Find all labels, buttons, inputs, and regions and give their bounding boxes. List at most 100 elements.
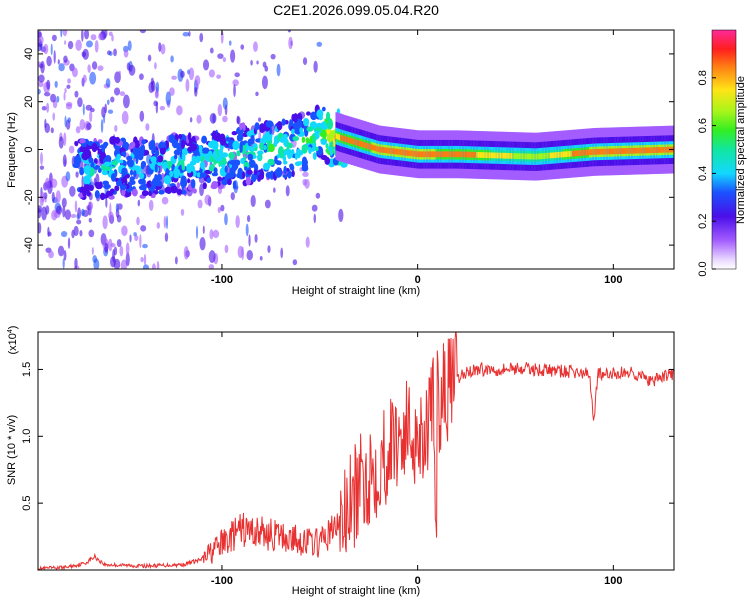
- spectrogram-line-mark: [430, 151, 434, 158]
- spectrogram-band-mark: [284, 140, 288, 147]
- spectrogram-noise-mark: [74, 257, 78, 269]
- spectrogram-line-mark: [578, 150, 581, 157]
- spectrogram-noise-mark: [252, 41, 258, 52]
- spectrogram-line-mark: [598, 148, 601, 155]
- spectrogram-line-mark: [661, 147, 664, 153]
- spectrogram-line-mark: [574, 150, 578, 157]
- spectrogram-noise-mark: [103, 114, 106, 124]
- spectrogram-noise-mark: [57, 59, 60, 65]
- figure-title: C2E1.2026.099.05.04.R20: [273, 2, 439, 18]
- spectrogram-noise-mark: [139, 110, 145, 122]
- spectrogram-line-mark: [401, 149, 404, 156]
- spectrogram-band-mark: [136, 146, 145, 157]
- snr-frame: [37, 331, 675, 571]
- spectrogram-noise-mark: [118, 70, 121, 77]
- spectrogram-band-mark: [119, 184, 127, 191]
- spectrogram-noise-mark: [86, 122, 92, 130]
- spectrogram-noise-mark: [63, 92, 66, 101]
- spectrogram-line-mark: [485, 152, 488, 159]
- spectrogram-band-mark: [129, 176, 136, 181]
- spectrogram-band-mark: [312, 152, 317, 160]
- spectrogram-band-mark: [305, 137, 310, 144]
- spectrogram-line-mark: [576, 150, 579, 157]
- spectrogram-line-mark: [515, 153, 518, 159]
- spectrogram-noise-mark: [110, 243, 116, 248]
- spectrogram-noise-mark: [60, 30, 63, 38]
- spectrogram-band-mark: [274, 168, 283, 178]
- spectrogram-noise-mark: [267, 245, 271, 253]
- spectrogram-band-mark: [114, 185, 120, 192]
- spectrogram-band-mark: [94, 181, 100, 187]
- spectrogram-noise-mark: [209, 229, 214, 240]
- spectrogram-band-mark: [106, 190, 110, 195]
- spectrogram-line-mark: [629, 147, 632, 154]
- spectrogram-noise-mark: [87, 64, 91, 73]
- spectrogram-noise-mark: [75, 39, 82, 51]
- spectrogram-band-mark: [246, 169, 253, 175]
- spectrogram-line-mark: [517, 153, 520, 159]
- spectrogram-band-mark: [163, 175, 172, 185]
- spectrogram-line-mark: [358, 140, 362, 147]
- spectrogram-band-mark: [305, 111, 311, 116]
- spectrogram-noise-mark: [110, 96, 115, 103]
- spectrogram-noise-mark: [108, 31, 113, 37]
- spectrogram-band-mark: [140, 160, 147, 168]
- spectrogram-noise-mark: [255, 91, 259, 97]
- spectrogram-line-mark: [468, 151, 471, 158]
- spectrogram-noise-mark: [56, 95, 60, 103]
- spectrogram-x-axis-label: Height of straight line (km): [292, 285, 420, 297]
- colorbar-ticks: 0.0 0.2 0.4 0.6 0.8: [697, 70, 716, 277]
- spectrogram-noise-mark: [228, 40, 232, 46]
- spectrogram-noise-mark: [222, 115, 228, 123]
- spectrogram-band-mark: [141, 190, 149, 197]
- spectrogram-noise-mark: [68, 145, 75, 154]
- spectrogram-line-mark: [498, 152, 501, 159]
- spectrogram-line-mark: [507, 152, 510, 159]
- spectrogram-line-mark: [419, 151, 423, 158]
- spectrogram-line-mark: [387, 147, 390, 154]
- spectrogram-line-mark: [534, 153, 537, 160]
- spectrogram-noise-mark: [185, 78, 190, 92]
- spectrogram-noise-mark: [76, 219, 82, 225]
- spectrogram-noise-mark: [338, 208, 344, 223]
- spectrogram-line-mark: [593, 149, 596, 155]
- spectrogram-line-mark: [667, 146, 670, 153]
- spectrogram-noise-mark: [38, 205, 43, 213]
- spectrogram-band-mark: [258, 173, 265, 180]
- spectrogram-noise-mark: [148, 199, 154, 211]
- spectrogram-line-mark: [466, 151, 470, 158]
- spectrogram-y-tick-label: -40: [23, 237, 35, 253]
- spectrogram-band-mark: [212, 150, 218, 159]
- spectrogram-band-mark: [110, 173, 117, 182]
- spectrogram-line-mark: [412, 150, 415, 157]
- spectrogram-line-mark: [446, 151, 449, 158]
- spectrogram-line-mark: [531, 153, 534, 160]
- spectrogram-noise-mark: [127, 40, 132, 51]
- spectrogram-band-mark: [250, 134, 255, 145]
- spectrogram-noise-mark: [313, 60, 318, 73]
- spectrogram-line-mark: [614, 148, 617, 155]
- spectrogram-noise-mark: [108, 238, 113, 252]
- spectrogram-noise-mark: [139, 30, 147, 34]
- spectrogram-line-mark: [604, 148, 607, 155]
- spectrogram-band-mark: [81, 152, 87, 160]
- spectrogram-band-mark: [111, 159, 119, 166]
- spectrogram-band-mark: [142, 149, 150, 156]
- spectrogram-noise-mark: [256, 60, 259, 65]
- spectrogram-noise-mark: [169, 87, 175, 96]
- spectrogram-band-mark: [93, 158, 98, 165]
- spectrogram-noise-mark: [40, 60, 45, 74]
- spectrogram-band-mark: [176, 188, 183, 195]
- spectrogram-noise-mark: [236, 116, 241, 125]
- spectrogram-line-mark: [471, 151, 474, 158]
- spectrogram-noise-mark: [113, 246, 118, 256]
- spectrogram-band-mark: [180, 139, 186, 150]
- snr-scale-label: (x104): [7, 326, 19, 355]
- spectrogram-noise-mark: [292, 259, 298, 266]
- spectrogram-line-mark: [357, 140, 360, 146]
- spectrogram-line-mark: [391, 148, 395, 154]
- spectrogram-band-mark: [217, 176, 222, 182]
- spectrogram-line-mark: [410, 150, 413, 157]
- spectrogram-line-mark: [463, 151, 467, 158]
- spectrogram-line-mark: [454, 151, 457, 158]
